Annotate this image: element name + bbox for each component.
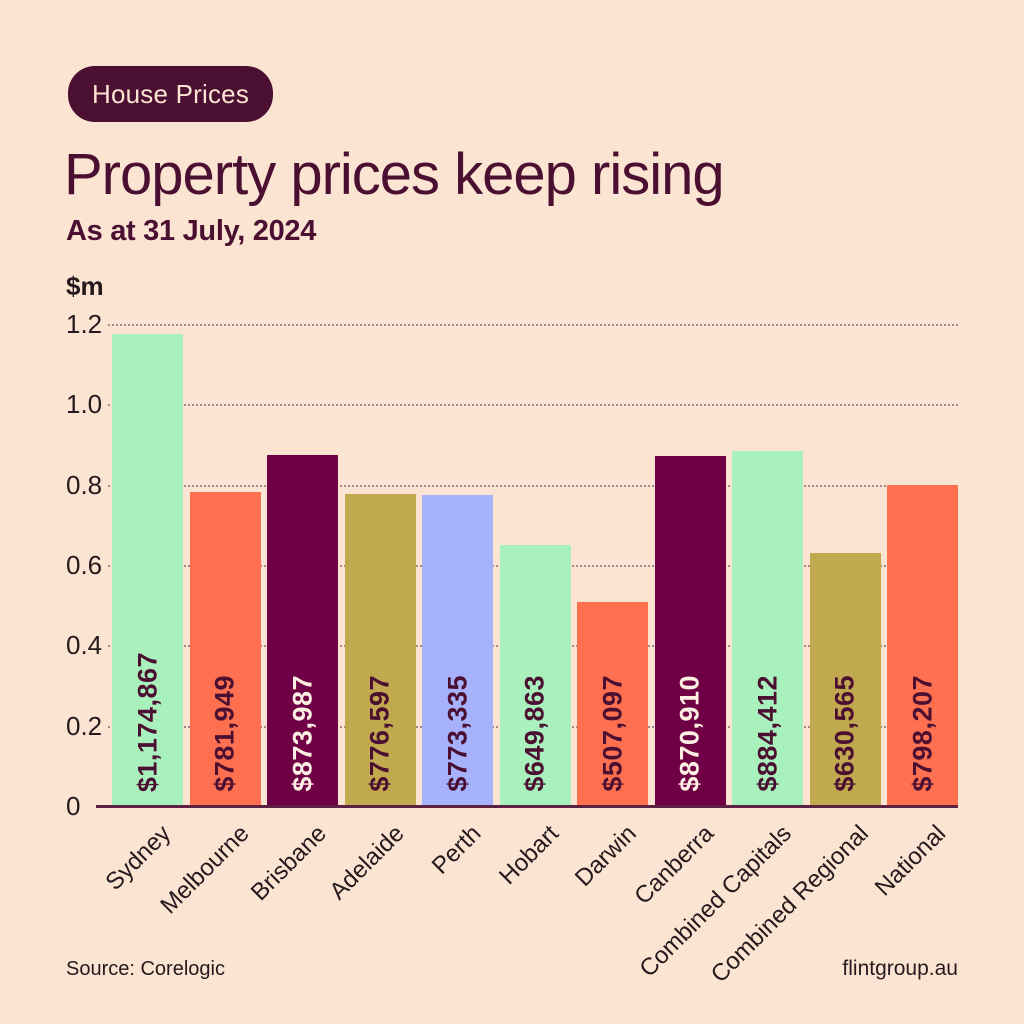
bar-value-label: $776,597 [364,675,395,792]
bar-national: $798,207 [887,485,958,806]
y-axis-tick-label: 0.6 [66,550,103,580]
bar-canberra: $870,910 [654,456,726,806]
y-axis-unit-label: $m [66,271,104,301]
source-note: Source: Corelogic [66,958,225,980]
bar-combined-capitals: $884,412 [732,450,803,806]
bar-value-label: $884,412 [752,675,782,792]
bar-value-label: $630,565 [829,675,860,792]
y-axis-tick-label: 1.0 [66,389,103,420]
y-axis-tick-label: 1.2 [66,309,103,339]
bar-sydney: $1,174,867 [112,334,183,806]
y-axis-tick-label: 0.2 [66,710,103,741]
x-axis-label-sydney: Sydney [100,820,177,896]
bar-adelaide: $776,597 [344,494,416,806]
bar-combined-regional: $630,565 [809,552,881,806]
bar-value-label: $781,949 [209,675,240,792]
y-axis: 0 0.2 0.4 0.6 0.8 1.0 1.2 [66,311,106,819]
gridline [108,404,958,407]
x-axis-label-hobart: Hobart [494,820,565,891]
bar-value-label: $873,987 [287,675,317,792]
chart-area: $1,174,867 Sydney $781,949 Melbourne $873,98… [96,324,958,988]
bar-brisbane: $873,987 [267,454,338,806]
gridline [108,484,958,487]
y-axis-tick-label: 0.8 [66,469,103,500]
bar-value-label: $1,174,867 [132,651,162,792]
page-subtitle: As at 31 July, 2024 [66,215,317,247]
x-axis-label-brisbane: Brisbane [245,820,332,907]
x-axis-label-perth: Perth [426,820,487,880]
page-title: Property prices keep rising [64,142,725,207]
bar-hobart: $649,863 [499,544,571,806]
gridline [108,324,958,326]
x-axis-label-darwin: Darwin [569,820,642,892]
brand-note: flintgroup.au [842,957,958,980]
bar-value-label: $798,207 [907,675,937,792]
bar-melbourne: $781,949 [189,491,261,806]
x-axis-label-adelaide: Adelaide [323,820,410,906]
bar-value-label: $649,863 [519,675,550,792]
x-axis-label-national: National [870,820,952,902]
house-prices-badge: House Prices [68,66,274,122]
bar-value-label: $507,097 [597,675,627,792]
x-axis-line [96,805,958,808]
bar-value-label: $773,335 [442,675,472,792]
bar-darwin: $507,097 [577,602,648,806]
y-axis-tick-label: 0 [66,791,81,821]
bar-perth: $773,335 [422,495,493,806]
bar-value-label: $870,910 [674,675,705,792]
y-axis-tick-label: 0.4 [66,630,103,661]
